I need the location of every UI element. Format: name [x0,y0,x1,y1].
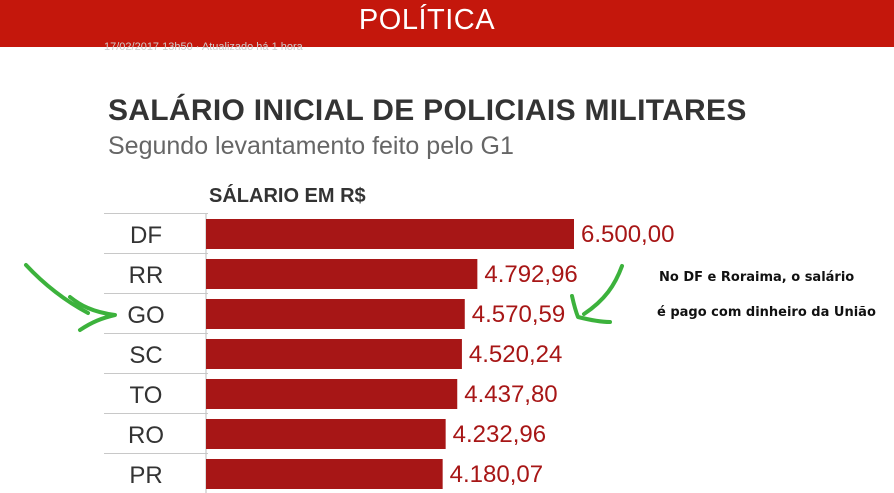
bar-df [206,219,574,249]
category-label-to: TO [130,382,163,409]
category-label-ro: RO [128,422,164,449]
value-label-df: 6.500,00 [581,221,674,248]
article-timestamp: 17/02/2017 13h50 · Atualizado há 1 hora [104,42,303,52]
category-label-pr: PR [129,462,162,489]
value-label-to: 4.437,80 [464,381,557,408]
category-label-go: GO [127,302,164,329]
bar-sc [206,339,462,369]
value-label-rr: 4.792,96 [484,261,577,288]
bar-go [206,299,465,329]
category-label-sc: SC [129,342,162,369]
section-title: POLÍTICA [358,4,496,36]
value-label-go: 4.570,59 [472,301,565,328]
bar-rr [206,259,478,289]
bar-ro [206,419,446,449]
annotation-arrow-right [570,264,624,324]
annotation-note-line-2: é pago com dinheiro da União [657,305,876,320]
chart-subtitle: Segundo levantamento feito pelo G1 [108,132,514,160]
annotation-note-line-1: No DF e Roraima, o salário [659,270,855,285]
bar-pr [206,459,443,489]
chart-title: SALÁRIO INICIAL DE POLICIAIS MILITARES [108,94,747,127]
bar-to [206,379,458,409]
value-label-pr: 4.180,07 [450,461,543,488]
value-axis-header: SÁLARIO EM R$ [209,185,366,207]
category-label-df: DF [130,222,162,249]
annotation-arrow-left [24,263,117,332]
value-label-sc: 4.520,24 [469,341,562,368]
section-header-bar: POLÍTICA [0,0,894,47]
value-label-ro: 4.232,96 [453,421,546,448]
category-label-rr: RR [129,262,164,289]
